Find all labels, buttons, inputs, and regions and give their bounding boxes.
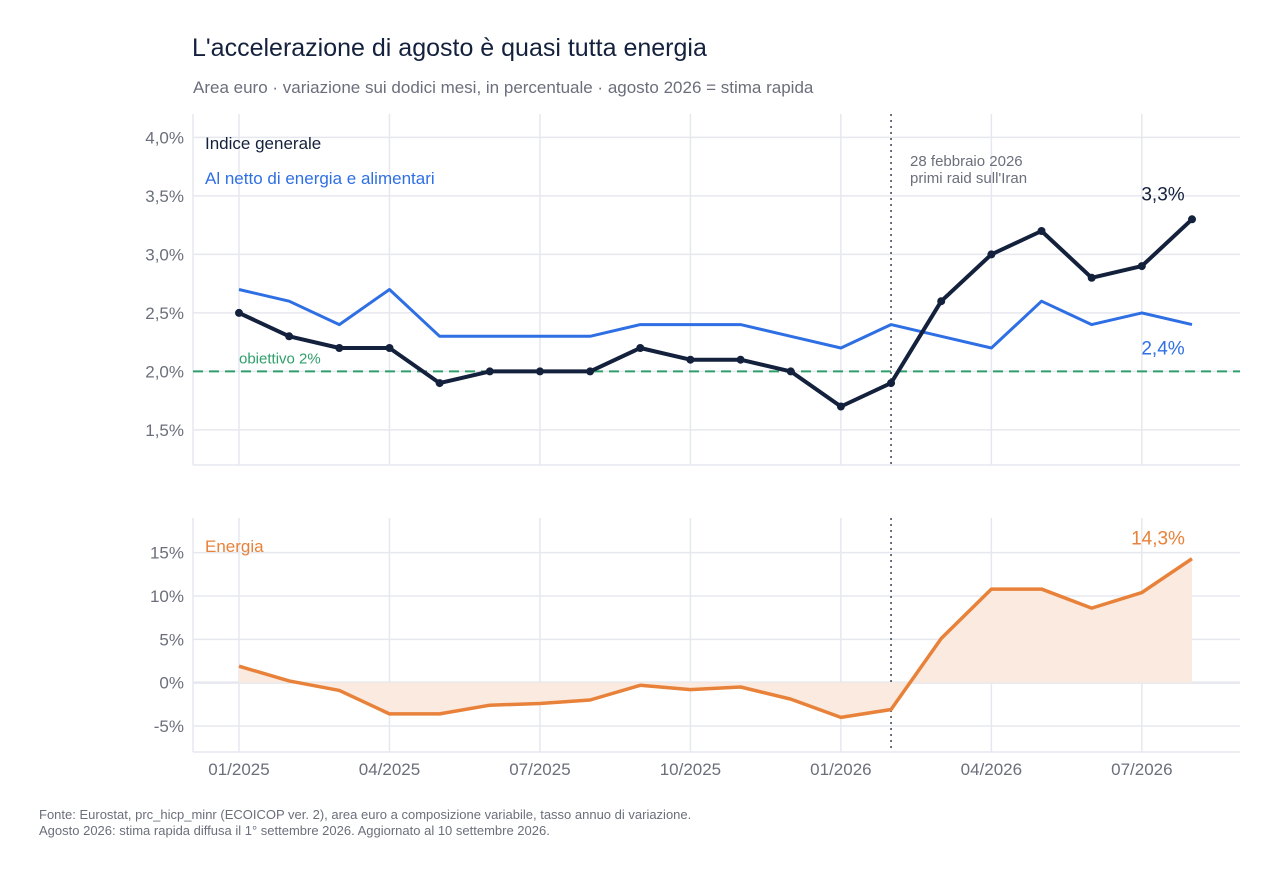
headline-inflation-point — [1037, 227, 1046, 235]
x-tick-label: 04/2026 — [961, 760, 1022, 779]
source-line-2: Agosto 2026: stima rapida diffusa il 1° … — [39, 823, 550, 838]
headline-inflation-point — [535, 367, 544, 376]
top-y-tick-label: 4,0% — [145, 128, 184, 147]
top-y-tick-label: 1,5% — [145, 421, 184, 440]
top-panel-grid — [193, 114, 1240, 465]
core-inflation-line — [238, 288, 1193, 350]
bottom-panel-axes: -5% 0% 5% 10% 15% 01/2025 04/2025 07/2025 10/202… — [150, 518, 1240, 779]
x-tick-label: 07/2026 — [1111, 760, 1172, 779]
headline-end-label: 3,3% — [1141, 184, 1184, 205]
headline-inflation-point — [736, 355, 745, 364]
headline-inflation-point — [385, 344, 394, 352]
legend-energy: Energia — [205, 537, 264, 556]
headline-inflation-point — [586, 367, 595, 376]
energy-line — [238, 557, 1193, 720]
headline-inflation-point — [1087, 273, 1096, 282]
headline-inflation-point — [485, 367, 494, 376]
x-tick-label: 01/2025 — [208, 760, 269, 779]
headline-inflation-point — [335, 344, 344, 352]
headline-inflation-point — [887, 379, 896, 388]
source-note: Fonte: Eurostat, prc_hicp_minr (ECOICOP … — [39, 807, 691, 839]
top-y-tick-label: 2,5% — [145, 304, 184, 323]
bottom-y-tick-label: 5% — [159, 630, 184, 649]
energy-area — [239, 558, 1192, 718]
headline-inflation-point — [285, 332, 294, 341]
top-y-tick-label: 3,5% — [145, 187, 184, 206]
x-tick-label: 01/2026 — [810, 760, 871, 779]
x-tick-label: 07/2025 — [509, 760, 570, 779]
headline-inflation-point — [435, 379, 444, 388]
source-line-1: Fonte: Eurostat, prc_hicp_minr (ECOICOP … — [39, 807, 692, 822]
bottom-y-tick-label: 0% — [159, 674, 184, 693]
headline-inflation-point — [235, 308, 243, 317]
headline-inflation-point — [836, 402, 845, 411]
energy-end-label: 14,3% — [1131, 529, 1185, 550]
chart-title: L'accelerazione di agosto è quasi tutta … — [192, 34, 707, 62]
x-tick-label: 04/2025 — [359, 760, 420, 779]
headline-inflation-line — [238, 217, 1194, 409]
top-y-tick-label: 3,0% — [145, 245, 184, 264]
headline-inflation-point — [786, 367, 795, 376]
legend-core: Al netto di energia e alimentari — [205, 169, 435, 188]
chart-marks — [193, 114, 1240, 752]
chart-subtitle: Area euro · variazione sui dodici mesi, … — [193, 78, 814, 97]
event-label: primi raid sull'Iran — [910, 170, 1027, 187]
legend-headline: Indice generale — [205, 134, 321, 153]
core-end-label: 2,4% — [1141, 339, 1184, 360]
headline-inflation-point — [686, 355, 695, 364]
target-label: obiettivo 2% — [239, 350, 321, 367]
bottom-y-tick-label: 15% — [150, 544, 184, 563]
headline-inflation-point — [1137, 262, 1146, 271]
top-y-tick-label: 2,0% — [145, 362, 184, 381]
bottom-y-tick-label: 10% — [150, 587, 184, 606]
headline-inflation-point — [636, 344, 645, 352]
headline-inflation-point — [987, 250, 996, 259]
top-panel-axes: 1,5% 2,0% 2,5% 3,0% 3,5% 4,0% — [145, 114, 1240, 466]
x-tick-label: 10/2025 — [660, 760, 721, 779]
event-label: 28 febbraio 2026 — [910, 153, 1023, 170]
headline-inflation-point — [1188, 215, 1196, 224]
headline-inflation-point — [937, 297, 946, 306]
bottom-y-tick-label: -5% — [154, 717, 184, 736]
